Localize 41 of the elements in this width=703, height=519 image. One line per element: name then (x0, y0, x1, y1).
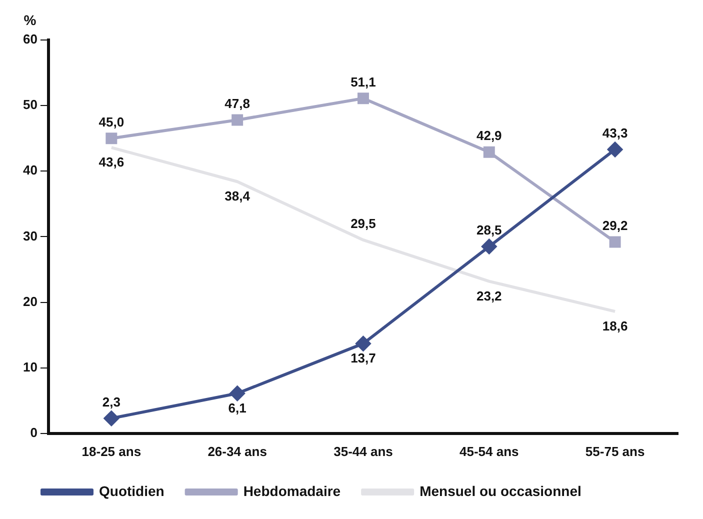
x-tick-label: 35-44 ans (334, 444, 393, 459)
data-label: 29,2 (602, 218, 628, 234)
point (608, 142, 623, 157)
x-tick-label: 26-34 ans (208, 444, 267, 459)
data-label: 43,3 (602, 126, 628, 141)
point (232, 114, 244, 126)
y-tick-label: 10 (22, 359, 38, 374)
y-tick-label: 0 (30, 424, 38, 440)
point (483, 146, 495, 158)
point (106, 132, 118, 144)
data-label: 47,8 (224, 96, 250, 112)
point (104, 410, 119, 426)
y-tick-label: 60 (22, 32, 38, 47)
data-label: 38,4 (224, 188, 251, 204)
y-tick-label: 40 (22, 162, 38, 178)
data-label: 18,6 (602, 318, 628, 334)
y-tick-label: 50 (22, 97, 38, 112)
y-axis-title: % (24, 12, 37, 28)
legend-label: Quotidien (99, 482, 164, 499)
y-tick-label: 20 (22, 294, 38, 309)
x-tick-label: 18-25 ans (82, 444, 142, 459)
legend-label: Hebdomadaire (243, 482, 341, 499)
point (230, 386, 245, 401)
data-label: 6,1 (228, 400, 246, 416)
point (356, 336, 371, 352)
point (609, 236, 621, 248)
data-label: 13,7 (350, 350, 376, 366)
legend-label: Mensuel ou occasionnel (420, 482, 582, 499)
data-label: 28,5 (476, 222, 502, 238)
data-label: 2,3 (102, 394, 120, 410)
point (482, 239, 497, 254)
data-label: 51,1 (350, 74, 376, 90)
x-tick-label: 45-54 ans (460, 444, 519, 459)
x-tick-label: 55-75 ans (585, 444, 645, 459)
data-label: 42,9 (476, 128, 502, 144)
point (357, 92, 369, 104)
data-label: 29,5 (350, 216, 376, 232)
data-label: 23,2 (476, 288, 502, 304)
data-label: 45,0 (98, 114, 124, 130)
data-label: 43,6 (98, 154, 124, 170)
y-tick-label: 30 (22, 228, 38, 244)
